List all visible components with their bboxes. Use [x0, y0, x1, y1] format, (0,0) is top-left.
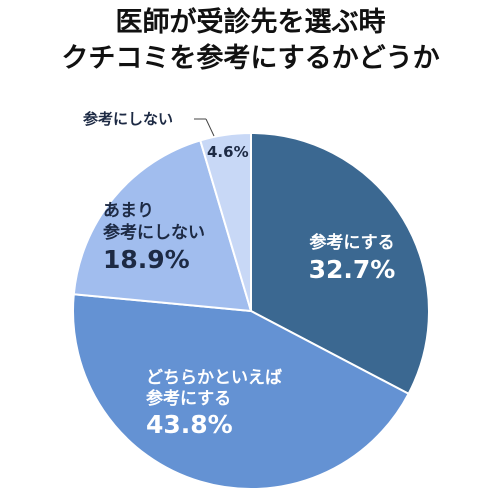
- slice-value-sankou-ni-suru: 32.7%: [309, 255, 396, 284]
- slice-value-sankou-shinai: 4.6%: [207, 143, 249, 161]
- slice-label-amari-line2: 参考にしない: [103, 222, 205, 243]
- chart-title-line-2: クチコミを参考にするかどうか: [61, 43, 440, 74]
- pie-slice-2: [72, 139, 253, 313]
- pie-slice-0: [250, 131, 430, 396]
- slice-labels: 参考にする 32.7% どちらかといえば 参考にする 43.8% あまり 参考に…: [83, 110, 395, 439]
- slice-label-dochiraka-line2: 参考にする: [146, 388, 231, 409]
- pie-slice-1: [72, 293, 410, 490]
- slice-label-sankou-ni-suru: 参考にする: [309, 232, 394, 253]
- slice-value-dochiraka: 43.8%: [146, 410, 233, 439]
- pie-slice-3: [199, 131, 252, 312]
- chart-title-line-1: 医師が受診先を選ぶ時: [115, 7, 386, 38]
- slice-label-sankou-shinai: 参考にしない: [83, 110, 173, 128]
- slice-value-amari: 18.9%: [103, 245, 190, 274]
- slice-label-dochiraka-line1: どちらかといえば: [146, 368, 282, 388]
- pie-slices: [72, 131, 430, 490]
- slice-label-amari-line1: あまり: [103, 201, 154, 221]
- leader-line-drop: [205, 118, 215, 137]
